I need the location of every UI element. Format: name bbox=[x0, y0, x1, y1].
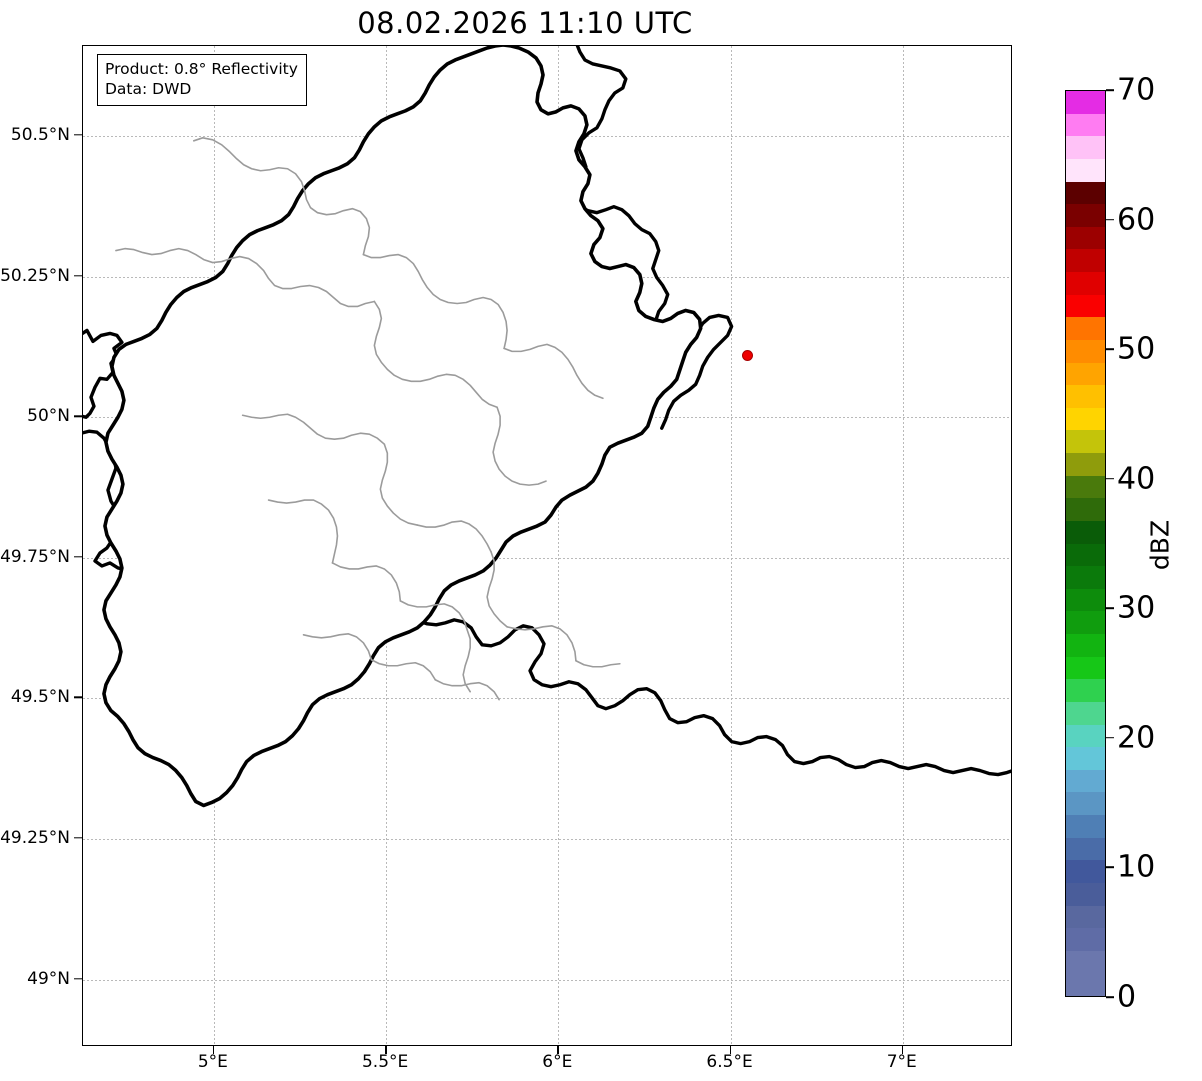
product-info-box: Product: 0.8° Reflectivity Data: DWD bbox=[97, 54, 307, 106]
colorbar-band-12 bbox=[1066, 701, 1105, 725]
colorbar-tick-label-3: 30 bbox=[1117, 590, 1156, 626]
colorbar-band-2 bbox=[1066, 928, 1105, 951]
colorbar-band-39 bbox=[1066, 91, 1105, 114]
colorbar-band-16 bbox=[1066, 611, 1105, 634]
gridline-lat-2 bbox=[83, 698, 1011, 700]
lat-tick-mark-2 bbox=[74, 696, 82, 699]
lon-tick-label-2: 6°E bbox=[542, 1052, 573, 1072]
lat-tick-mark-5 bbox=[74, 274, 82, 277]
colorbar-band-4 bbox=[1066, 882, 1105, 906]
colorbar-band-1 bbox=[1066, 950, 1105, 974]
colorbar-band-14 bbox=[1066, 656, 1105, 680]
colorbar-band-27 bbox=[1066, 362, 1105, 386]
colorbar-band-33 bbox=[1066, 226, 1105, 250]
colorbar-tick-label-7: 70 bbox=[1117, 72, 1156, 108]
colorbar-tick-label-2: 20 bbox=[1117, 720, 1156, 756]
data-source-line: Data: DWD bbox=[105, 80, 192, 99]
colorbar-band-31 bbox=[1066, 272, 1105, 295]
lon-tick-mark-4 bbox=[901, 1046, 904, 1054]
lon-tick-label-1: 5.5°E bbox=[361, 1052, 409, 1072]
lon-tick-mark-0 bbox=[212, 1046, 215, 1054]
colorbar-band-32 bbox=[1066, 249, 1105, 272]
colorbar-band-38 bbox=[1066, 113, 1105, 137]
colorbar-band-7 bbox=[1066, 815, 1105, 838]
lat-tick-label-5: 50.25°N bbox=[0, 265, 70, 286]
colorbar-band-9 bbox=[1066, 769, 1105, 793]
colorbar-tick-label-0: 0 bbox=[1117, 979, 1137, 1015]
colorbar-band-8 bbox=[1066, 792, 1105, 815]
lon-tick-label-0: 5°E bbox=[197, 1052, 228, 1072]
gridline-lat-3 bbox=[83, 557, 1011, 559]
colorbar-band-0 bbox=[1066, 973, 1105, 996]
colorbar-band-35 bbox=[1066, 181, 1105, 205]
colorbar-tick-mark-2 bbox=[1106, 737, 1114, 739]
colorbar-tick-label-5: 50 bbox=[1117, 331, 1156, 367]
lat-tick-label-4: 50°N bbox=[27, 406, 70, 427]
colorbar-tick-mark-3 bbox=[1106, 607, 1114, 610]
lat-tick-mark-6 bbox=[74, 134, 82, 136]
colorbar-band-19 bbox=[1066, 543, 1105, 567]
colorbar-band-18 bbox=[1066, 566, 1105, 589]
lat-tick-mark-3 bbox=[74, 556, 82, 558]
colorbar-band-29 bbox=[1066, 317, 1105, 340]
radar-station-marker[interactable] bbox=[741, 350, 753, 362]
colorbar-band-10 bbox=[1066, 747, 1105, 770]
gridline-lon-4 bbox=[902, 46, 904, 1045]
colorbar-tick-label-6: 60 bbox=[1117, 202, 1156, 238]
colorbar-band-36 bbox=[1066, 158, 1105, 182]
colorbar-tick-mark-6 bbox=[1106, 218, 1114, 221]
lon-tick-mark-3 bbox=[729, 1046, 731, 1054]
colorbar-tick-mark-7 bbox=[1106, 89, 1114, 91]
colorbar-tick-label-4: 40 bbox=[1117, 461, 1156, 497]
map-geometry bbox=[83, 46, 1011, 808]
colorbar-band-37 bbox=[1066, 136, 1105, 159]
gridline-lat-1 bbox=[83, 838, 1011, 840]
germany-belgium-border bbox=[569, 46, 734, 430]
colorbar-tick-mark-1 bbox=[1106, 866, 1114, 869]
colorbar-band-13 bbox=[1066, 679, 1105, 702]
colorbar-axis-label: dBZ bbox=[1145, 519, 1175, 571]
lat-tick-label-0: 49°N bbox=[27, 968, 70, 989]
colorbar-band-24 bbox=[1066, 430, 1105, 453]
lon-tick-mark-2 bbox=[557, 1046, 559, 1054]
colorbar-band-25 bbox=[1066, 407, 1105, 431]
lat-tick-label-6: 50.5°N bbox=[10, 124, 70, 145]
colorbar-band-6 bbox=[1066, 837, 1105, 861]
gridline-lon-3 bbox=[730, 46, 732, 1045]
colorbar-band-11 bbox=[1066, 724, 1105, 748]
page-title: 08.02.2026 11:10 UTC bbox=[357, 6, 693, 40]
colorbar-band-28 bbox=[1066, 339, 1105, 363]
lat-tick-mark-0 bbox=[74, 977, 82, 980]
colorbar-band-23 bbox=[1066, 453, 1105, 476]
colorbar-tick-label-1: 10 bbox=[1117, 849, 1156, 885]
colorbar-tick-mark-0 bbox=[1106, 996, 1114, 998]
colorbar-tick-mark-5 bbox=[1106, 348, 1114, 350]
colorbar-band-3 bbox=[1066, 905, 1105, 929]
lat-tick-label-2: 49.5°N bbox=[10, 687, 70, 708]
colorbar[interactable] bbox=[1065, 90, 1106, 997]
luxembourg-national-border bbox=[102, 46, 703, 808]
lat-tick-label-3: 49.75°N bbox=[0, 546, 70, 567]
lat-tick-mark-4 bbox=[74, 415, 82, 417]
lat-tick-mark-1 bbox=[74, 837, 82, 839]
colorbar-band-20 bbox=[1066, 520, 1105, 544]
gridline-lat-0 bbox=[83, 979, 1011, 981]
colorbar-band-5 bbox=[1066, 860, 1105, 883]
colorbar-band-15 bbox=[1066, 634, 1105, 657]
colorbar-band-17 bbox=[1066, 588, 1105, 612]
product-line: Product: 0.8° Reflectivity bbox=[105, 60, 298, 78]
colorbar-band-22 bbox=[1066, 475, 1105, 499]
lon-tick-label-4: 7°E bbox=[886, 1052, 917, 1072]
colorbar-band-30 bbox=[1066, 294, 1105, 318]
colorbar-band-21 bbox=[1066, 498, 1105, 521]
colorbar-band-34 bbox=[1066, 204, 1105, 227]
gridline-lon-2 bbox=[558, 46, 560, 1045]
map-plot-area[interactable]: Product: 0.8° Reflectivity Data: DWD bbox=[82, 45, 1012, 1046]
lat-tick-label-1: 49.25°N bbox=[0, 827, 70, 848]
colorbar-tick-mark-4 bbox=[1106, 477, 1114, 480]
luxembourg-canton-boundaries bbox=[115, 137, 621, 701]
lon-tick-label-3: 6.5°E bbox=[706, 1052, 753, 1072]
lon-tick-mark-1 bbox=[385, 1046, 387, 1054]
colorbar-band-26 bbox=[1066, 385, 1105, 408]
